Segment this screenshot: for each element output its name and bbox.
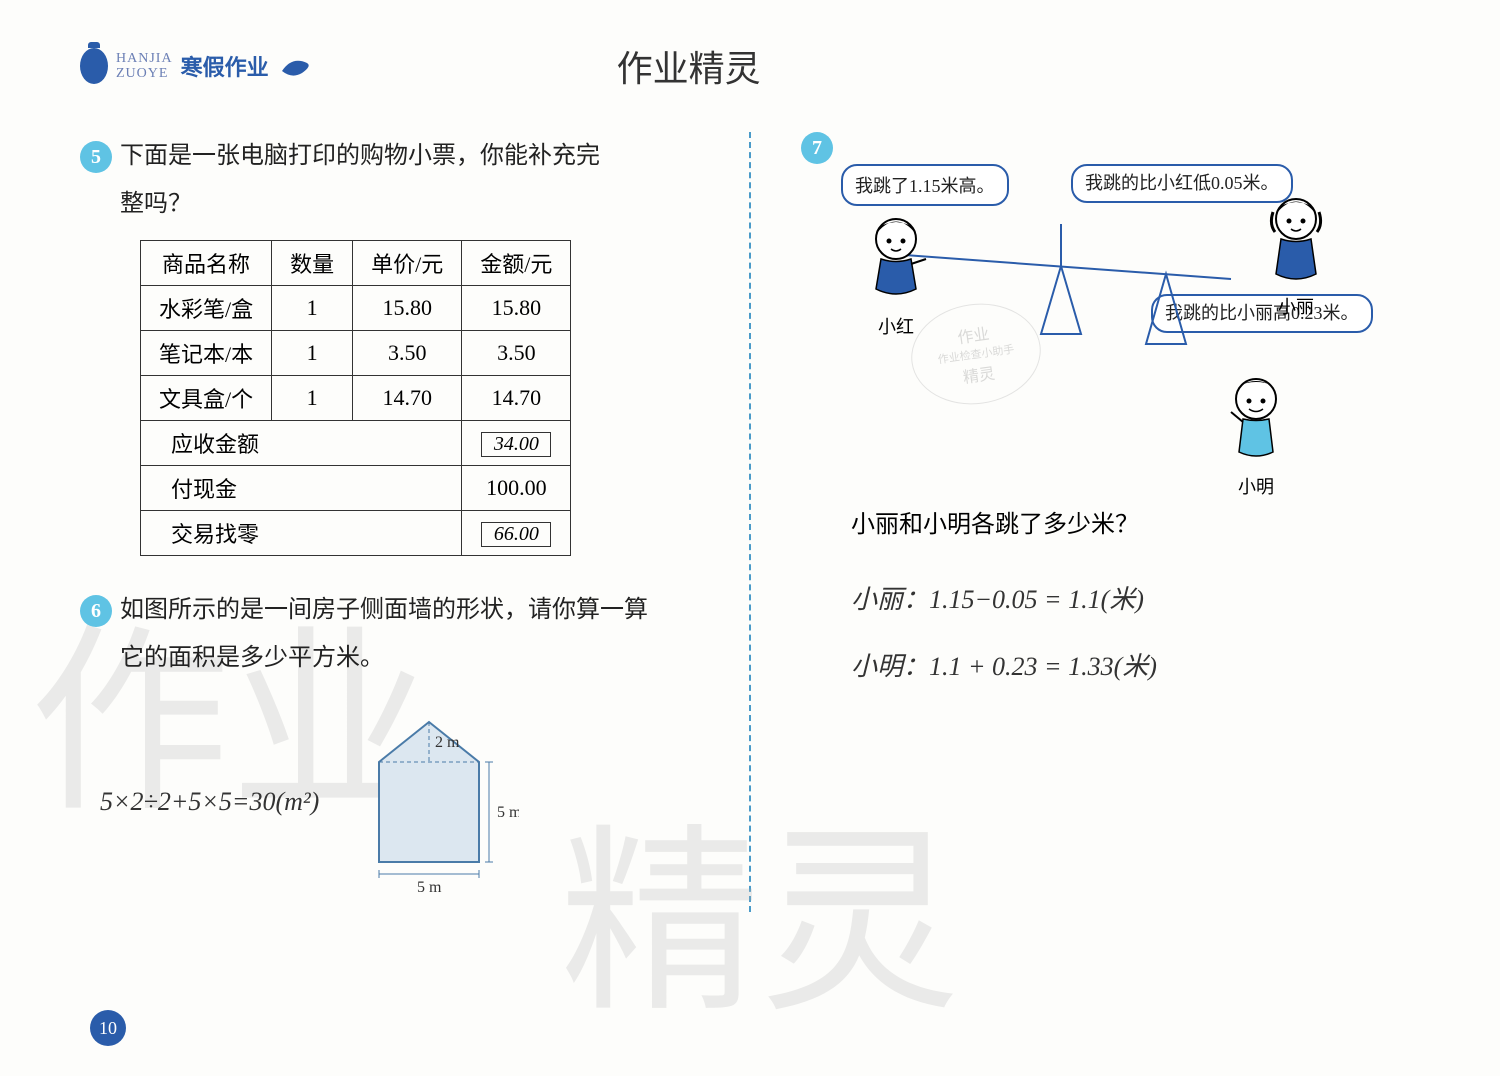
stamp-line3: 精灵	[961, 360, 996, 388]
boy-icon	[1221, 374, 1291, 464]
name-li: 小丽	[1261, 293, 1331, 319]
cell: 文具盒/个	[141, 376, 272, 421]
table-header-row: 商品名称 数量 单价/元 金额/元	[141, 241, 571, 286]
receipt-table: 商品名称 数量 单价/元 金额/元 水彩笔/盒 1 15.80 15.80 笔记…	[140, 240, 571, 556]
bird-icon	[277, 51, 317, 81]
q7-scene: 我跳了1.15米高。 我跳的比小红低0.05米。 我跳的比小丽高0.23米。	[801, 164, 1420, 484]
q7-answer-li: 小丽：1.15−0.05 = 1.1(米)	[851, 579, 1420, 616]
char-hong: 小红	[861, 214, 931, 339]
q6-label: 6	[80, 595, 112, 627]
question-6: 6 如图所示的是一间房子侧面墙的形状，请你算一算 它的面积是多少平方米。 5×2÷…	[80, 586, 699, 902]
logo-en-top: HANJIA	[116, 51, 173, 66]
cash-label: 付现金	[141, 466, 462, 511]
q6-answer: 5×2÷2+5×5=30(m²)	[100, 787, 319, 817]
q7-question: 小丽和小明各跳了多少米？	[851, 504, 1420, 539]
cell: 1	[272, 376, 353, 421]
logo-en-bottom: ZUOYE	[116, 66, 173, 81]
th-qty: 数量	[272, 241, 353, 286]
cell: 1	[272, 286, 353, 331]
q5-label: 5	[80, 141, 112, 173]
q5-text-line1: 下面是一张电脑打印的购物小票，你能补充完	[120, 143, 600, 169]
q7-label: 7	[801, 132, 833, 164]
house-diagram: 2 m 5 m 5 m	[349, 702, 519, 902]
content-area: 5 下面是一张电脑打印的购物小票，你能补充完 整吗？ 商品名称 数量 单价/元 金…	[80, 132, 1420, 932]
th-price: 单价/元	[353, 241, 462, 286]
cell: 水彩笔/盒	[141, 286, 272, 331]
change-answer-cell: 66.00	[462, 511, 571, 556]
table-cash-row: 付现金 100.00	[141, 466, 571, 511]
left-column: 5 下面是一张电脑打印的购物小票，你能补充完 整吗？ 商品名称 数量 单价/元 金…	[80, 132, 699, 932]
cell: 14.70	[462, 376, 571, 421]
total-answer-cell: 34.00	[462, 421, 571, 466]
cell: 15.80	[353, 286, 462, 331]
table-row: 笔记本/本 1 3.50 3.50	[141, 331, 571, 376]
cell: 3.50	[353, 331, 462, 376]
change-label: 交易找零	[141, 511, 462, 556]
cash-value: 100.00	[462, 466, 571, 511]
cell: 15.80	[462, 286, 571, 331]
girl-icon	[861, 214, 931, 304]
page-number: 10	[90, 1010, 126, 1046]
bubble-li: 我跳的比小红低0.05米。	[1071, 164, 1293, 203]
th-amount: 金额/元	[462, 241, 571, 286]
logo-cn: 寒假作业	[181, 50, 269, 82]
girl-icon	[1261, 194, 1331, 284]
logo: HANJIA ZUOYE 寒假作业	[80, 48, 317, 84]
roof-height-label: 2 m	[435, 734, 460, 751]
q6-text-line1: 如图所示的是一间房子侧面墙的形状，请你算一算	[120, 597, 648, 623]
question-5: 5 下面是一张电脑打印的购物小票，你能补充完 整吗？ 商品名称 数量 单价/元 金…	[80, 132, 699, 556]
cell: 1	[272, 331, 353, 376]
q5-text-line2: 整吗？	[120, 180, 699, 228]
table-change-row: 交易找零 66.00	[141, 511, 571, 556]
th-name: 商品名称	[141, 241, 272, 286]
bubble-hong: 我跳了1.15米高。	[841, 164, 1009, 206]
cell: 14.70	[353, 376, 462, 421]
q6-text-line2: 它的面积是多少平方米。	[120, 634, 699, 682]
right-column: 7 我跳了1.15米高。 我跳的比小红低0.05米。 我跳的比小丽高0.23米。	[801, 132, 1420, 932]
cell: 笔记本/本	[141, 331, 272, 376]
char-li: 小丽	[1261, 194, 1331, 319]
q7-answer-ming: 小明：1.1 + 0.23 = 1.33(米)	[851, 646, 1420, 683]
page-header: HANJIA ZUOYE 寒假作业 作业精灵	[80, 40, 1420, 92]
header-title: 作业精灵	[617, 40, 761, 92]
wall-height-label: 5 m	[497, 804, 519, 821]
char-ming: 小明	[1221, 374, 1291, 499]
cell: 3.50	[462, 331, 571, 376]
width-label: 5 m	[417, 879, 442, 896]
table-row: 水彩笔/盒 1 15.80 15.80	[141, 286, 571, 331]
total-answer: 34.00	[481, 432, 551, 457]
question-7: 7 我跳了1.15米高。 我跳的比小红低0.05米。 我跳的比小丽高0.23米。	[801, 132, 1420, 683]
change-answer: 66.00	[481, 522, 551, 547]
name-ming: 小明	[1221, 473, 1291, 499]
total-label: 应收金额	[141, 421, 462, 466]
table-total-row: 应收金额 34.00	[141, 421, 571, 466]
table-row: 文具盒/个 1 14.70 14.70	[141, 376, 571, 421]
column-divider	[749, 132, 751, 912]
lantern-icon	[80, 48, 108, 84]
